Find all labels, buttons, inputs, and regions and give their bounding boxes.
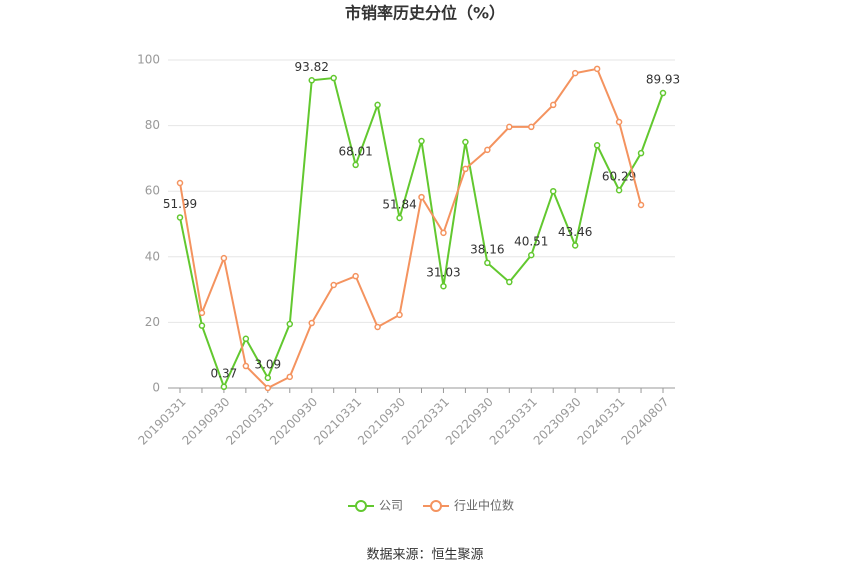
point [330, 281, 337, 289]
x-tick-label: 20240807 [619, 395, 672, 448]
chart-title: 市销率历史分位（%） [345, 4, 505, 23]
data-label: 31.03 [426, 266, 460, 280]
point [637, 201, 645, 209]
legend-marker [430, 500, 443, 512]
point [308, 77, 315, 84]
point [440, 229, 447, 237]
point [418, 137, 425, 145]
y-tick-label: 40 [145, 249, 160, 263]
point [637, 149, 645, 157]
point [506, 278, 513, 286]
point [549, 101, 557, 109]
data-label: 89.93 [646, 73, 680, 87]
point [484, 146, 491, 154]
data-label: 0.37 [211, 366, 238, 380]
data-label: 38.16 [470, 242, 504, 256]
point [396, 311, 403, 319]
point [615, 118, 623, 126]
point [220, 254, 228, 262]
point [352, 272, 359, 280]
point [264, 384, 272, 392]
point [176, 214, 184, 221]
point [176, 179, 184, 187]
data-label: 51.99 [163, 197, 197, 211]
point [528, 251, 535, 259]
point [242, 335, 250, 343]
point [198, 309, 206, 317]
point [571, 69, 579, 77]
point [374, 323, 381, 331]
data-label: 51.84 [382, 197, 416, 211]
point [396, 214, 403, 222]
point [264, 374, 272, 382]
point [506, 123, 513, 131]
point [593, 142, 601, 149]
data-label: 68.01 [338, 144, 372, 158]
point [220, 383, 228, 391]
legend-label: 行业中位数 [454, 498, 514, 513]
data-label: 3.09 [254, 357, 281, 371]
point [659, 89, 667, 97]
point [352, 161, 359, 169]
point [242, 362, 250, 370]
point [418, 193, 425, 201]
y-tick-label: 0 [152, 381, 160, 395]
point [462, 138, 469, 146]
y-tick-label: 60 [145, 184, 160, 198]
y-tick-label: 20 [145, 315, 160, 329]
point [440, 282, 447, 290]
y-tick-label: 100 [137, 53, 160, 67]
data-label: 40.51 [514, 235, 548, 249]
legend-marker [355, 500, 367, 512]
point [484, 259, 491, 267]
legend-label: 公司 [379, 499, 403, 513]
point [593, 65, 601, 73]
point [571, 242, 579, 249]
y-tick-label: 80 [145, 118, 160, 132]
point [374, 101, 381, 109]
point [308, 319, 315, 327]
point [528, 123, 535, 131]
data-label: 43.46 [558, 225, 592, 239]
point [615, 186, 623, 194]
data-label: 60.29 [602, 170, 636, 184]
point [330, 74, 337, 82]
point [198, 322, 206, 329]
data-label: 93.82 [295, 60, 329, 74]
point [549, 187, 557, 195]
source: 数据来源：恒生聚源 [366, 548, 483, 563]
series-line [179, 67, 643, 390]
point [286, 320, 294, 328]
point [286, 373, 294, 381]
point [462, 165, 469, 173]
